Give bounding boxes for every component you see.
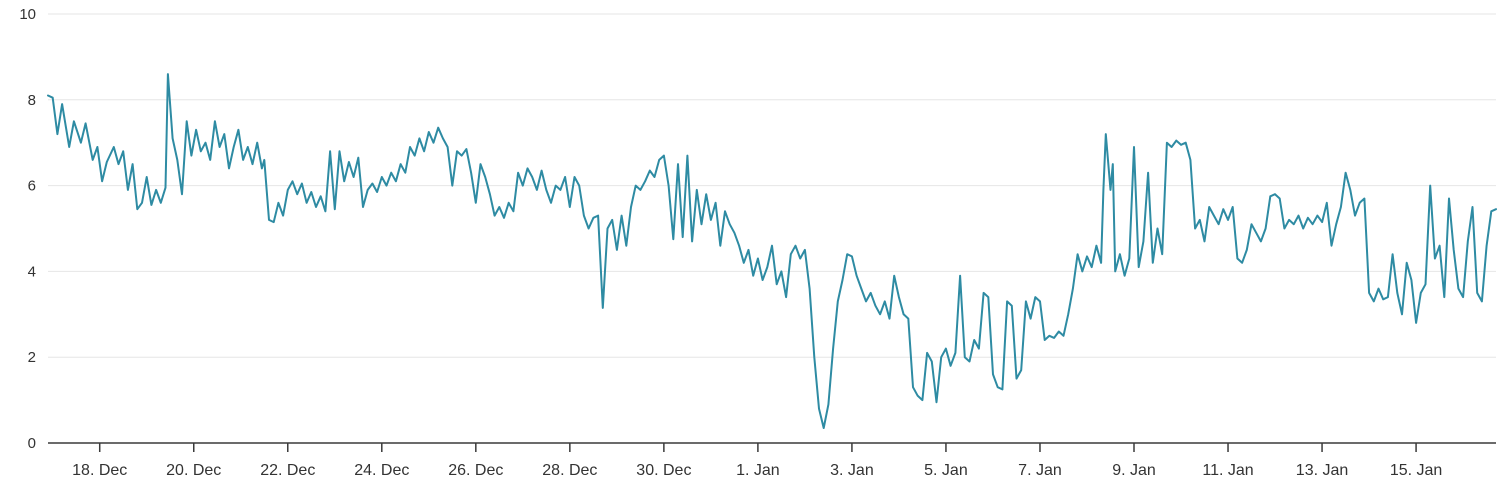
y-axis-label: 6	[28, 178, 36, 195]
y-axis-label: 0	[28, 435, 36, 452]
x-axis-label: 13. Jan	[1296, 462, 1348, 479]
series-line	[47, 73, 1497, 429]
x-axis-label: 11. Jan	[1202, 462, 1253, 479]
x-axis-label: 28. Dec	[542, 462, 597, 479]
x-axis-label: 26. Dec	[448, 462, 503, 479]
y-axis-label: 8	[28, 92, 36, 109]
x-axis-label: 3. Jan	[830, 462, 874, 479]
y-axis-label: 10	[19, 6, 36, 23]
x-axis-label: 22. Dec	[260, 462, 315, 479]
y-axis-label: 4	[28, 263, 36, 280]
x-axis-label: 24. Dec	[354, 462, 409, 479]
x-axis-label: 18. Dec	[72, 462, 127, 479]
x-axis-label: 7. Jan	[1018, 462, 1062, 479]
x-axis-label: 1. Jan	[736, 462, 780, 479]
x-axis-label: 9. Jan	[1112, 462, 1156, 479]
y-axis-label: 2	[28, 349, 36, 366]
x-axis-label: 15. Jan	[1390, 462, 1442, 479]
x-axis-label: 20. Dec	[166, 462, 221, 479]
x-axis-label: 30. Dec	[636, 462, 691, 479]
x-axis-label: 5. Jan	[924, 462, 968, 479]
